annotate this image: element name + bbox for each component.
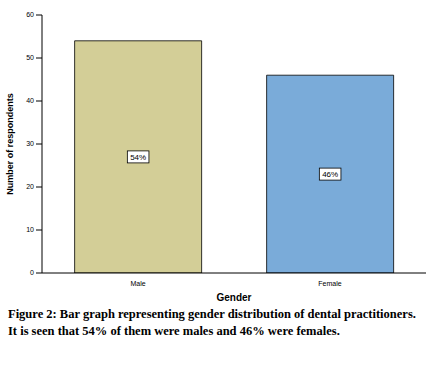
svg-text:Number of respondents: Number of respondents xyxy=(8,93,15,195)
svg-text:10: 10 xyxy=(26,226,34,233)
svg-text:50: 50 xyxy=(26,54,34,61)
html-text:Figure 2: Bar graph representi: Figure 2: Bar graph representing gender … xyxy=(8,307,416,338)
svg-text:Gender: Gender xyxy=(216,292,251,303)
svg-text:60: 60 xyxy=(26,11,34,18)
svg-text:40: 40 xyxy=(26,97,34,104)
svg-text:30: 30 xyxy=(26,140,34,147)
svg-text:20: 20 xyxy=(26,183,34,190)
svg-text:Female: Female xyxy=(318,280,341,287)
svg-text:54%: 54% xyxy=(130,153,146,162)
svg-text:0: 0 xyxy=(30,269,34,276)
svg-text:46%: 46% xyxy=(322,170,338,179)
svg-text:Male: Male xyxy=(130,280,145,287)
